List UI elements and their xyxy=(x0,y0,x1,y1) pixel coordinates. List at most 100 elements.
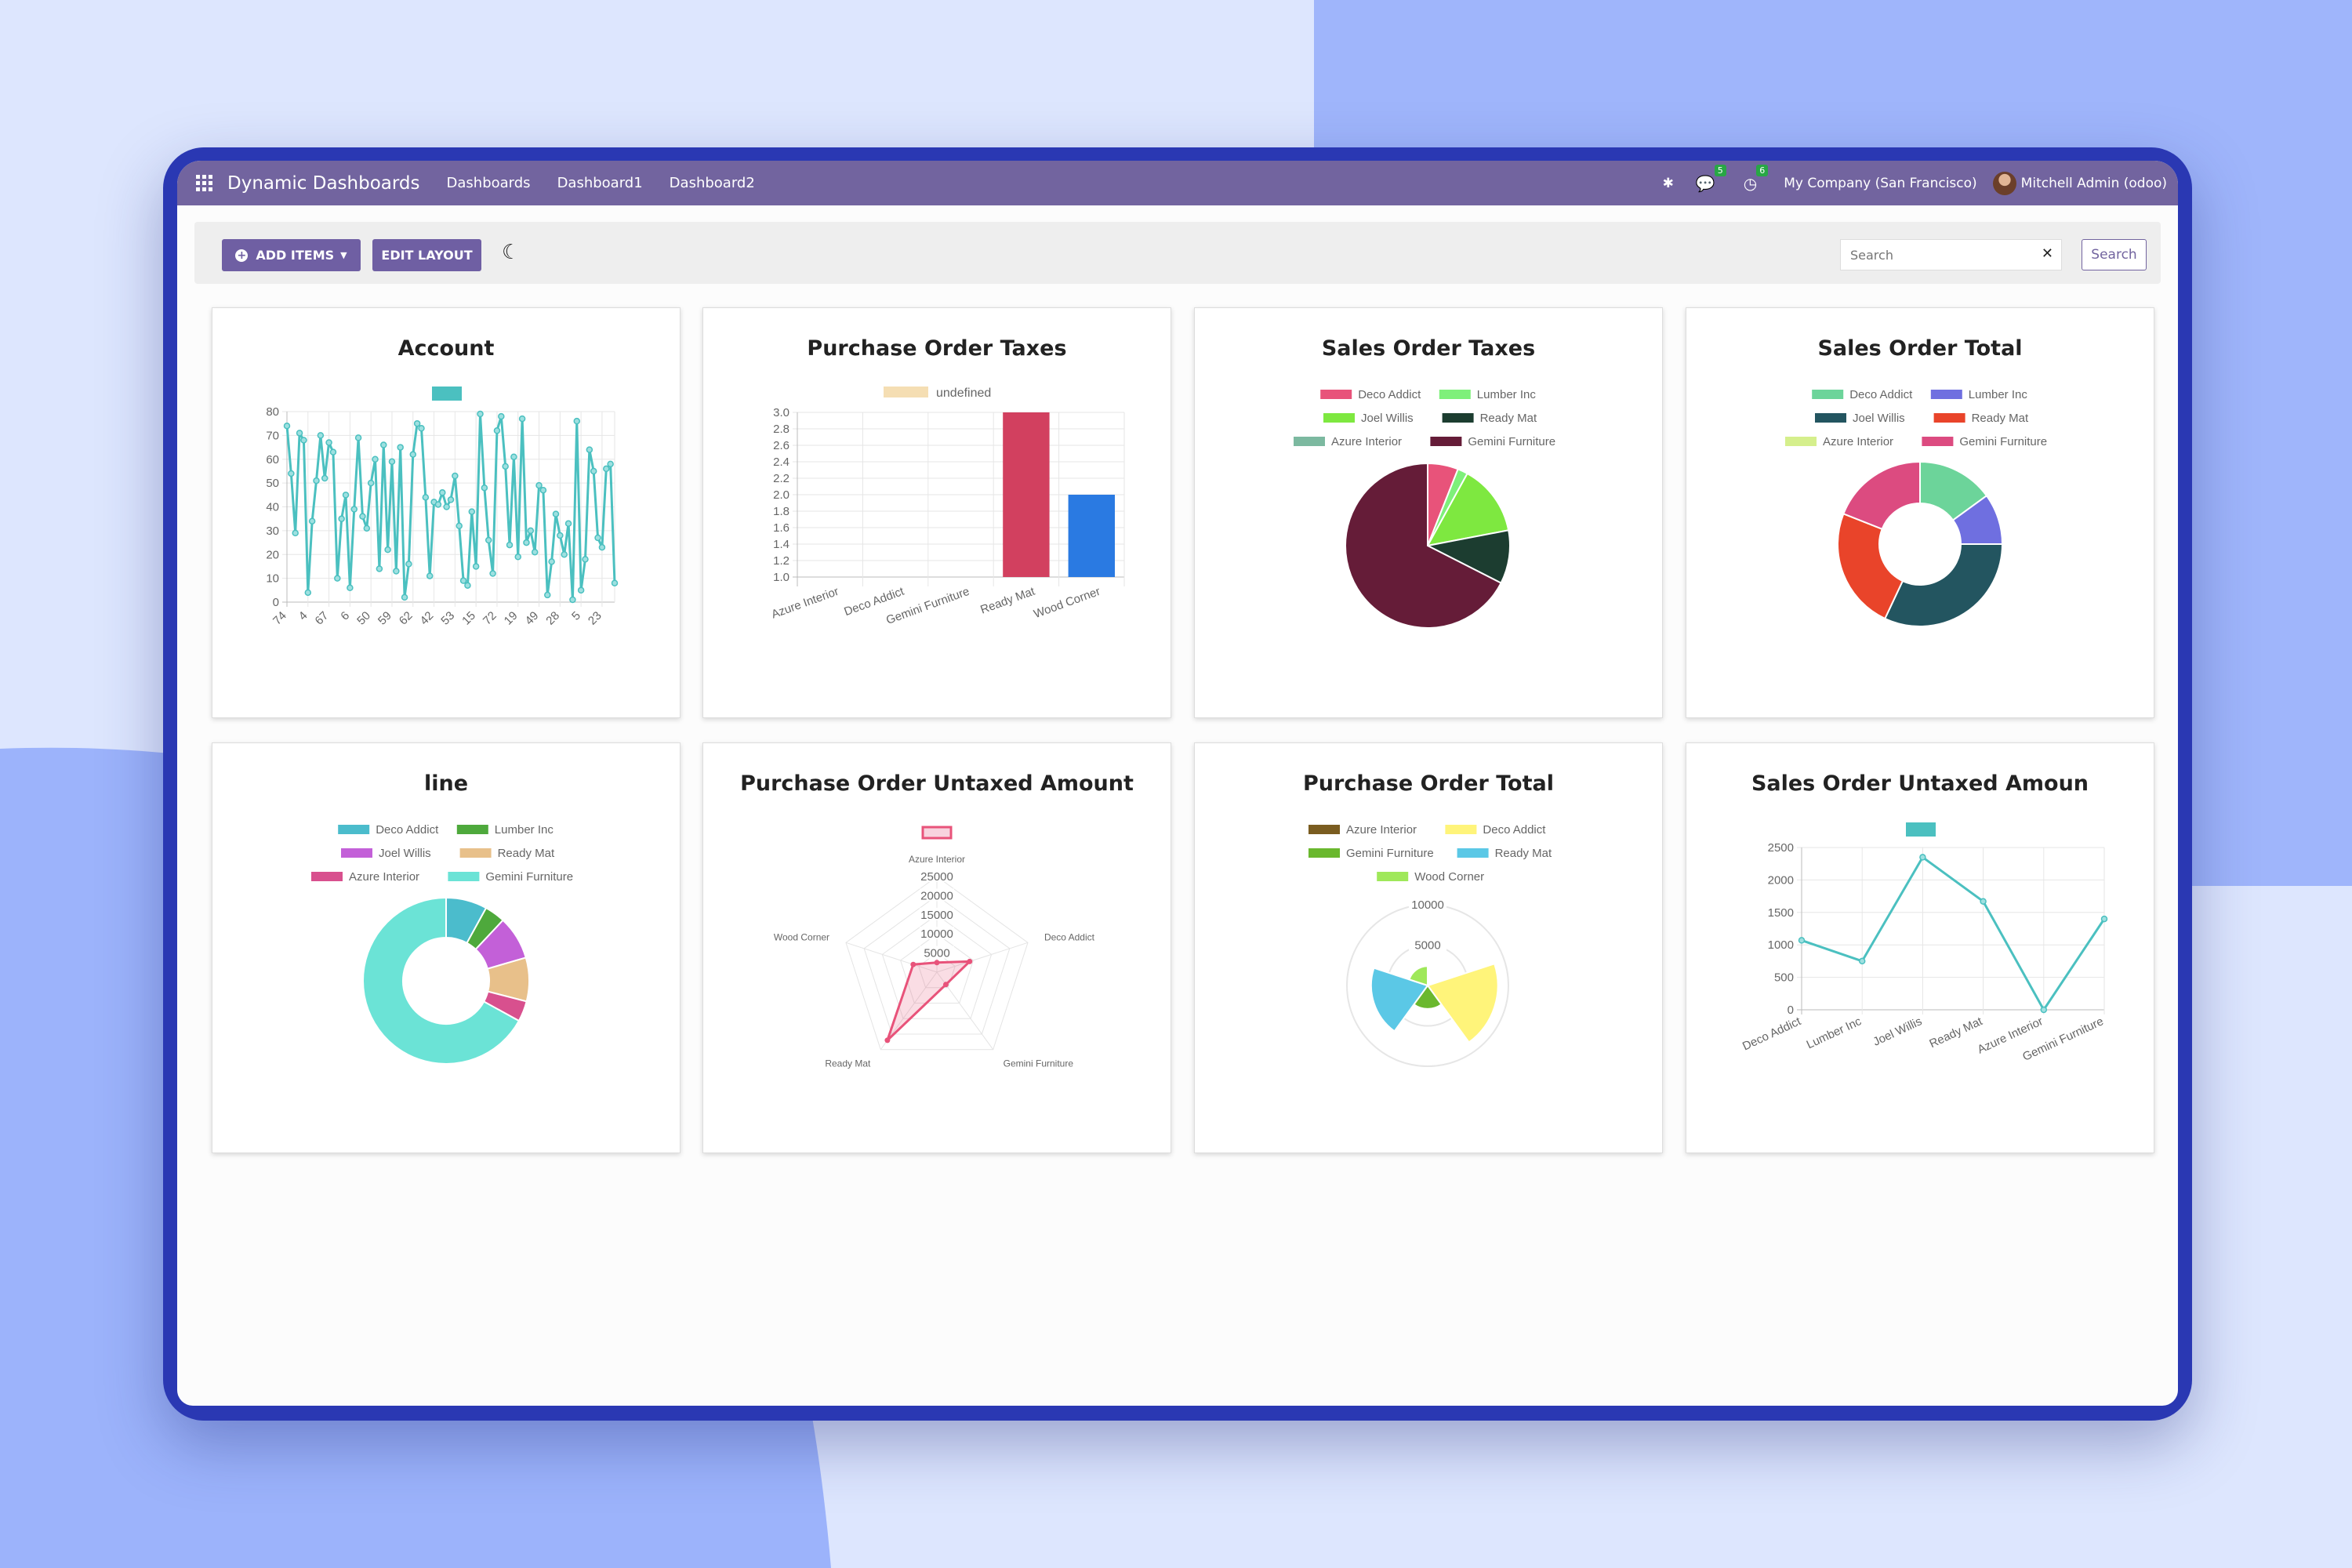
data-point xyxy=(2040,1006,2048,1014)
data-point xyxy=(514,554,521,561)
company-switcher[interactable]: My Company (San Francisco) xyxy=(1784,175,1977,191)
x-tick-label: 42 xyxy=(418,609,437,628)
activities-badge: 6 xyxy=(1756,164,1769,176)
data-point xyxy=(468,508,476,515)
y-tick-label: 1.8 xyxy=(773,505,789,518)
slice-joel-willis xyxy=(1426,472,1510,547)
slice-joel-willis xyxy=(1883,543,2004,627)
series-line xyxy=(1801,855,2106,1011)
caret-down-icon: ▼ xyxy=(340,250,347,260)
legend-swatch xyxy=(1439,390,1471,399)
data-point xyxy=(413,419,421,427)
data-point xyxy=(569,596,576,604)
legend-label: Gemini Furniture xyxy=(1959,435,2047,448)
data-point xyxy=(367,479,375,487)
data-point xyxy=(594,534,601,542)
data-point xyxy=(523,539,530,546)
data-point xyxy=(447,496,455,503)
data-point xyxy=(288,470,295,477)
tick-backdrop xyxy=(920,888,954,902)
y-tick-label: 2.2 xyxy=(773,472,789,485)
top-navbar: Dynamic Dashboards Dashboards Dashboard1… xyxy=(177,161,2178,205)
data-point xyxy=(334,575,341,582)
bar xyxy=(1068,495,1115,577)
data-point xyxy=(611,579,619,586)
data-point xyxy=(481,484,488,492)
card-title: Purchase Order Taxes xyxy=(807,336,1067,361)
legend-label: Gemini Furniture xyxy=(1468,435,1555,448)
app-title[interactable]: Dynamic Dashboards xyxy=(227,172,420,194)
legend-swatch xyxy=(341,848,372,858)
data-point xyxy=(502,463,509,470)
x-tick-label: 74 xyxy=(270,609,289,628)
user-avatar[interactable] xyxy=(1992,171,2016,195)
legend-swatch xyxy=(1377,872,1409,881)
data-point xyxy=(405,561,412,568)
sales-order-untaxed-line-chart: 0 500 1000 1500 2000 2500 Deco Addict Lumber In… xyxy=(1740,822,2108,1064)
x-tick-label: 15 xyxy=(459,609,478,628)
slice-ready-mat xyxy=(1370,967,1429,1033)
chart-card-purchase-order-taxes: Purchase Order Taxes 1.0 1.2 1.4 1.6 1.8 2.0 2.… xyxy=(702,307,1171,718)
y-tick-label: 1500 xyxy=(1768,906,1794,920)
data-point xyxy=(510,453,517,460)
radar-ring xyxy=(863,895,1011,1035)
messages-chat-icon[interactable]: 💬 5 xyxy=(1696,164,1726,193)
data-point xyxy=(388,458,396,466)
data-point xyxy=(443,503,450,510)
data-point xyxy=(967,958,973,964)
edit-layout-button[interactable]: EDIT LAYOUT xyxy=(372,239,481,271)
menu-dashboard2[interactable]: Dashboard2 xyxy=(669,175,755,191)
y-tick-label: 70 xyxy=(266,429,279,442)
data-point xyxy=(544,591,551,599)
legend-label: Ready Mat xyxy=(1495,847,1552,860)
chart-card-sales-order-total: Sales Order Total Deco Addict Lumber Inc Jo… xyxy=(1686,307,2154,718)
data-point xyxy=(552,510,560,517)
data-point xyxy=(376,565,383,572)
data-point xyxy=(527,527,535,535)
y-tick-label: 60 xyxy=(266,453,279,466)
theme-moon-icon[interactable]: ☾ xyxy=(502,241,521,264)
data-point xyxy=(283,422,291,430)
add-items-label: ADD ITEMS xyxy=(256,248,335,263)
card-title: Sales Order Total xyxy=(1817,336,2023,361)
user-menu[interactable]: Mitchell Admin (odoo) xyxy=(2020,175,2167,191)
data-point xyxy=(485,536,492,544)
add-items-button[interactable]: + ADD ITEMS ▼ xyxy=(222,239,361,271)
slice-wood-corner xyxy=(1408,965,1428,987)
data-point xyxy=(329,448,337,456)
search-field[interactable]: ✕ xyxy=(1840,239,2062,270)
data-point xyxy=(426,572,434,579)
data-point xyxy=(1798,937,1806,944)
search-input[interactable] xyxy=(1849,240,2024,270)
bar xyxy=(1003,412,1050,577)
slice-ready-mat xyxy=(1425,529,1511,585)
purchase-order-total-polar-chart: Azure Interior Deco Addict Gemini Furnitur… xyxy=(1308,823,1552,1067)
menu-dashboard1[interactable]: Dashboard1 xyxy=(557,175,643,191)
legend-swatch xyxy=(1320,390,1352,399)
search-button[interactable]: Search xyxy=(2082,239,2147,270)
data-point xyxy=(350,506,358,513)
data-point xyxy=(531,548,539,556)
apps-menu-icon[interactable] xyxy=(196,174,213,192)
card-title: Purchase Order Total xyxy=(1303,771,1554,796)
menu-dashboards[interactable]: Dashboards xyxy=(446,175,531,191)
x-tick-label: 67 xyxy=(313,609,332,628)
axis-label: Deco Addict xyxy=(1044,932,1095,943)
legend-label: Wood Corner xyxy=(1414,870,1484,884)
y-tick-label: 2.0 xyxy=(773,488,789,502)
tick-backdrop xyxy=(920,927,954,940)
debug-bug-icon[interactable]: ✱ xyxy=(1662,175,1674,191)
data-point xyxy=(456,522,463,530)
data-point xyxy=(317,432,325,439)
legend-label: Joel Willis xyxy=(1361,412,1414,425)
legend-swatch xyxy=(1323,413,1355,423)
legend-swatch xyxy=(1294,437,1325,446)
activities-clock-icon[interactable]: ◷ 6 xyxy=(1744,164,1769,193)
r-tick-label: 5000 xyxy=(1414,939,1440,953)
sales-order-total-doughnut-chart: Deco Addict Lumber Inc Joel Willis Ready Ma… xyxy=(1785,388,2047,627)
legend-swatch xyxy=(456,825,488,834)
purchase-order-taxes-bar-chart: 1.0 1.2 1.4 1.6 1.8 2.0 2.2 2.4 2.6 2.8 3.0 Azure I… xyxy=(770,387,1125,627)
legend-swatch xyxy=(1430,437,1462,446)
data-point xyxy=(493,427,501,434)
clear-x-icon[interactable]: ✕ xyxy=(2041,245,2053,262)
